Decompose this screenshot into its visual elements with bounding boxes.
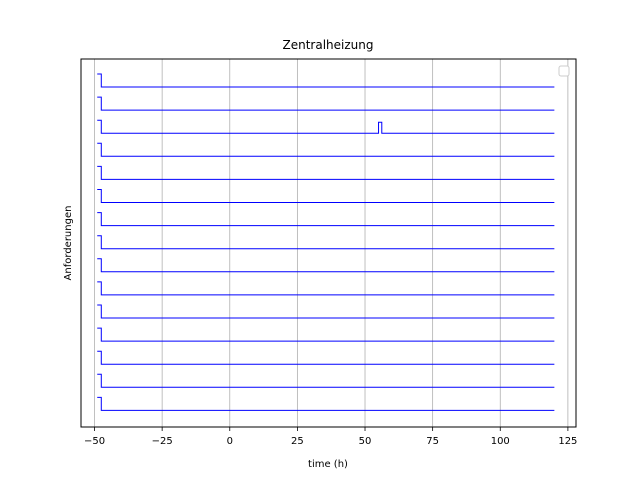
series-line [97,96,555,111]
series-line [97,165,555,180]
series-line [97,235,555,250]
series-line [97,327,555,342]
legend-box [558,65,570,77]
x-tick-label: −50 [84,436,105,447]
series-line [97,212,555,227]
x-axis-ticks: −50 −25 0 25 50 75 100 125 [84,427,577,447]
x-tick-label: −25 [152,436,173,447]
series-line [97,350,555,365]
series-line [97,304,555,319]
x-tick-label: 0 [227,436,233,447]
series-line [97,189,555,203]
x-tick-label: 125 [558,436,577,447]
x-tick-label: 75 [426,436,439,447]
x-axis-label: time (h) [308,459,348,470]
series-line [97,373,555,388]
x-tick-label: 100 [491,436,510,447]
series-line [97,396,555,411]
series-line [97,258,555,273]
x-tick-label: 25 [291,436,304,447]
series-line [97,281,555,296]
x-tick-label: 50 [359,436,372,447]
plot-frame [80,58,577,428]
series-lines [97,73,555,411]
series-line [97,73,555,88]
series-line [97,119,555,134]
y-axis-label: Anforderungen [63,206,74,281]
chart-title: Zentralheizung [283,38,374,52]
series-line [97,142,555,157]
grid-lines [94,59,569,427]
